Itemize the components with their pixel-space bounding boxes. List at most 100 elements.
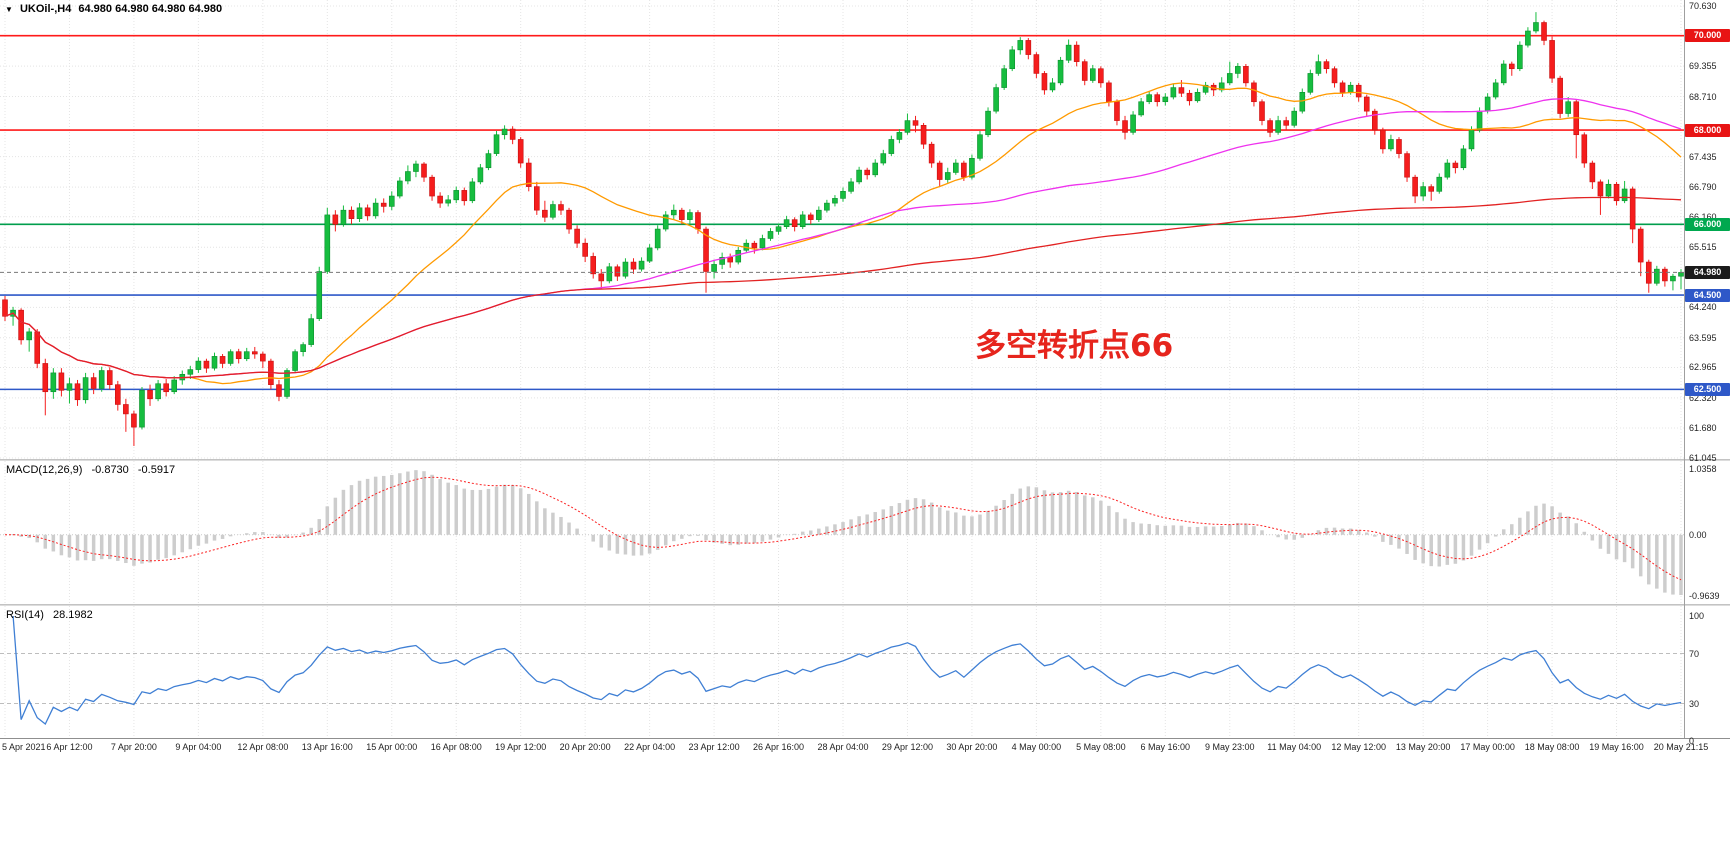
candle[interactable] xyxy=(1396,137,1402,159)
candle[interactable] xyxy=(1339,80,1346,98)
candle[interactable] xyxy=(985,107,991,138)
candle[interactable] xyxy=(1605,179,1612,199)
candle[interactable] xyxy=(372,198,379,219)
candle[interactable] xyxy=(1073,41,1080,67)
candle[interactable] xyxy=(1557,75,1563,119)
candle[interactable] xyxy=(211,352,218,371)
candle[interactable] xyxy=(1138,97,1144,117)
candle[interactable] xyxy=(912,115,919,133)
candle[interactable] xyxy=(832,195,838,207)
candle[interactable] xyxy=(445,195,451,207)
candle[interactable] xyxy=(219,354,226,369)
candle[interactable] xyxy=(816,206,822,222)
candle[interactable] xyxy=(235,348,242,364)
candle[interactable] xyxy=(791,217,798,232)
main-chart-panel[interactable] xyxy=(0,0,1730,459)
candle[interactable] xyxy=(1267,118,1273,138)
candle[interactable] xyxy=(670,204,677,220)
candle[interactable] xyxy=(662,211,669,232)
candle[interactable] xyxy=(429,174,435,201)
expander-icon[interactable]: ▼ xyxy=(5,5,13,14)
candle[interactable] xyxy=(1388,134,1394,152)
candle[interactable] xyxy=(1017,37,1024,55)
candle[interactable] xyxy=(1065,39,1072,64)
candle[interactable] xyxy=(687,209,693,224)
candle[interactable] xyxy=(1146,91,1152,105)
candle[interactable] xyxy=(654,225,661,251)
candle[interactable] xyxy=(944,167,951,183)
candle[interactable] xyxy=(799,211,806,230)
candle[interactable] xyxy=(1670,273,1676,291)
candle[interactable] xyxy=(904,113,911,135)
candle[interactable] xyxy=(1226,61,1233,86)
candle[interactable] xyxy=(469,178,476,204)
candle[interactable] xyxy=(558,200,564,215)
candle[interactable] xyxy=(324,207,331,274)
candle[interactable] xyxy=(1637,226,1644,277)
candle[interactable] xyxy=(856,166,862,185)
candle[interactable] xyxy=(1114,99,1120,126)
candle[interactable] xyxy=(1662,266,1668,287)
candle[interactable] xyxy=(719,252,725,270)
candle[interactable] xyxy=(1170,83,1177,100)
candle[interactable] xyxy=(574,225,580,248)
candle[interactable] xyxy=(421,162,427,182)
candle[interactable] xyxy=(1001,64,1007,90)
panel-separator-main-macd[interactable] xyxy=(0,459,1730,461)
candle[interactable] xyxy=(1194,88,1201,103)
candle[interactable] xyxy=(171,376,178,395)
candle[interactable] xyxy=(123,398,129,432)
candle[interactable] xyxy=(66,377,73,404)
candle[interactable] xyxy=(131,410,137,446)
candle[interactable] xyxy=(1629,186,1636,244)
candle[interactable] xyxy=(155,379,161,402)
candle[interactable] xyxy=(646,244,653,264)
candle[interactable] xyxy=(550,200,556,220)
candle[interactable] xyxy=(1218,77,1225,93)
candle[interactable] xyxy=(606,263,613,284)
candle[interactable] xyxy=(679,207,685,225)
candle[interactable] xyxy=(106,367,113,390)
candle[interactable] xyxy=(493,130,500,156)
candle[interactable] xyxy=(98,366,105,392)
candle[interactable] xyxy=(243,347,250,362)
candle[interactable] xyxy=(630,258,637,274)
candle[interactable] xyxy=(1363,94,1370,116)
candle[interactable] xyxy=(1549,36,1555,83)
candle[interactable] xyxy=(711,259,717,279)
candle[interactable] xyxy=(82,372,89,404)
rsi-panel[interactable] xyxy=(0,606,1730,738)
candle[interactable] xyxy=(1098,66,1104,88)
candle[interactable] xyxy=(332,210,339,232)
candle[interactable] xyxy=(1372,108,1378,135)
candle[interactable] xyxy=(139,387,145,430)
candle[interactable] xyxy=(848,178,854,194)
candle[interactable] xyxy=(1565,97,1571,117)
candle[interactable] xyxy=(1202,81,1209,95)
candle[interactable] xyxy=(18,308,24,345)
candle[interactable] xyxy=(735,246,742,265)
candle[interactable] xyxy=(58,368,65,397)
candle[interactable] xyxy=(566,207,572,234)
candle[interactable] xyxy=(195,357,202,373)
candle[interactable] xyxy=(50,368,57,399)
candle[interactable] xyxy=(485,149,492,171)
candle[interactable] xyxy=(356,203,363,222)
candle[interactable] xyxy=(622,258,629,279)
candle[interactable] xyxy=(977,130,983,161)
candle[interactable] xyxy=(1380,127,1386,154)
candle[interactable] xyxy=(928,141,935,168)
candle[interactable] xyxy=(1460,145,1467,171)
candle[interactable] xyxy=(1025,38,1032,60)
candle[interactable] xyxy=(1057,56,1064,86)
candle[interactable] xyxy=(953,159,959,175)
candle[interactable] xyxy=(1452,160,1459,174)
candle[interactable] xyxy=(308,313,314,347)
candle[interactable] xyxy=(163,379,169,397)
candle[interactable] xyxy=(1081,59,1088,86)
candle[interactable] xyxy=(590,252,597,279)
candle[interactable] xyxy=(380,198,387,213)
candle[interactable] xyxy=(10,306,16,326)
candle[interactable] xyxy=(783,215,790,230)
candle[interactable] xyxy=(1041,71,1048,95)
